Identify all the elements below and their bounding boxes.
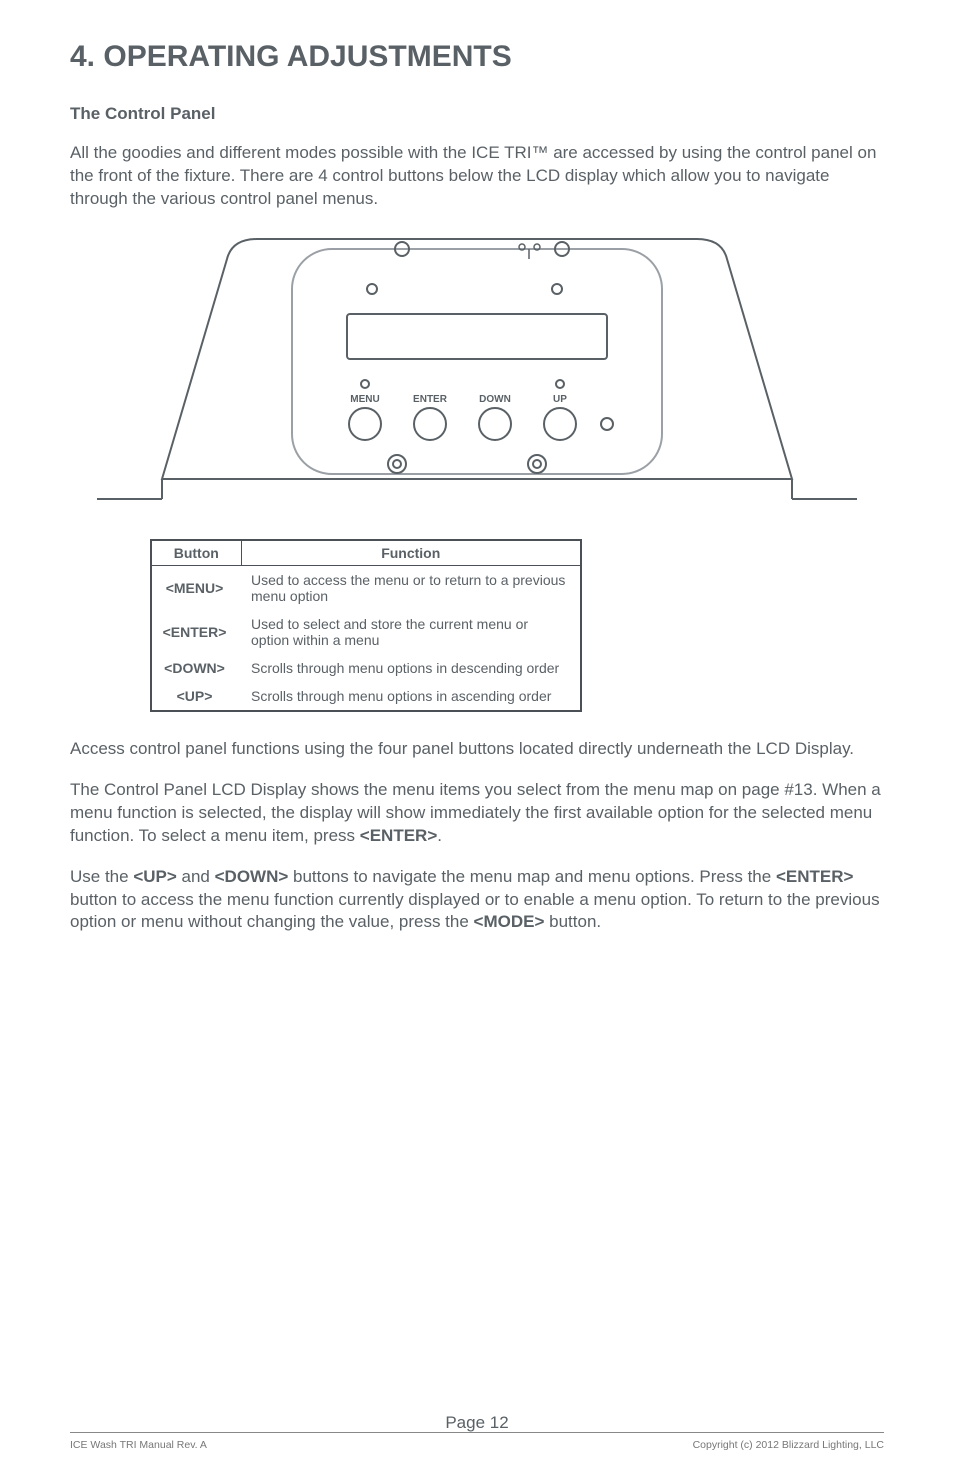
intro-paragraph: All the goodies and different modes poss… (70, 142, 884, 211)
th-button: Button (151, 540, 241, 566)
fn-cell: Scrolls through menu options in ascendin… (241, 682, 581, 711)
fn-cell: Used to select and store the current men… (241, 610, 581, 654)
fn-cell: Scrolls through menu options in descendi… (241, 654, 581, 682)
section-subhead: The Control Panel (70, 104, 884, 124)
page-number: Page 12 (0, 1413, 954, 1433)
footer-left: ICE Wash TRI Manual Rev. A (70, 1439, 207, 1451)
diagram-label-up: UP (553, 394, 567, 405)
control-panel-diagram: MENU ENTER DOWN UP (97, 229, 857, 509)
page-footer: ICE Wash TRI Manual Rev. A Copyright (c)… (70, 1432, 884, 1451)
page-title: 4. OPERATING ADJUSTMENTS (70, 40, 884, 74)
table-row: <ENTER> Used to select and store the cur… (151, 610, 581, 654)
para-access: Access control panel functions using the… (70, 738, 884, 761)
para-navigation: Use the <UP> and <DOWN> buttons to navig… (70, 866, 884, 935)
btn-cell: <UP> (151, 682, 241, 711)
para-lcd: The Control Panel LCD Display shows the … (70, 779, 884, 848)
diagram-label-menu: MENU (350, 394, 379, 405)
footer-right: Copyright (c) 2012 Blizzard Lighting, LL… (693, 1439, 884, 1451)
table-row: <DOWN> Scrolls through menu options in d… (151, 654, 581, 682)
btn-cell: <ENTER> (151, 610, 241, 654)
table-row: <UP> Scrolls through menu options in asc… (151, 682, 581, 711)
th-function: Function (241, 540, 581, 566)
diagram-label-enter: ENTER (413, 394, 448, 405)
button-function-table: Button Function <MENU> Used to access th… (150, 539, 884, 712)
btn-cell: <MENU> (151, 565, 241, 610)
table-row: <MENU> Used to access the menu or to ret… (151, 565, 581, 610)
btn-cell: <DOWN> (151, 654, 241, 682)
fn-cell: Used to access the menu or to return to … (241, 565, 581, 610)
diagram-label-down: DOWN (479, 394, 511, 405)
